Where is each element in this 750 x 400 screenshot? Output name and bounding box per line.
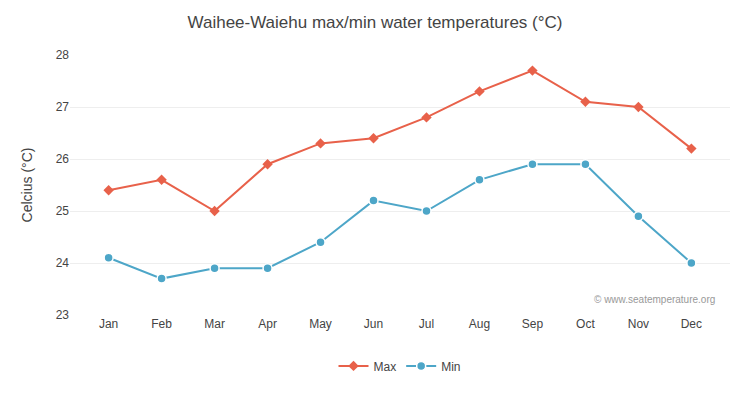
svg-text:Jan: Jan bbox=[99, 317, 118, 331]
svg-text:Mar: Mar bbox=[204, 317, 225, 331]
svg-text:27: 27 bbox=[56, 100, 70, 114]
svg-text:Waihee-Waiehu max/min water te: Waihee-Waiehu max/min water temperatures… bbox=[188, 13, 563, 32]
svg-text:Jul: Jul bbox=[419, 317, 434, 331]
svg-text:© www.seatemperature.org: © www.seatemperature.org bbox=[594, 294, 715, 305]
svg-text:28: 28 bbox=[56, 48, 70, 62]
svg-text:Nov: Nov bbox=[628, 317, 649, 331]
svg-text:Dec: Dec bbox=[681, 317, 702, 331]
svg-text:23: 23 bbox=[56, 308, 70, 322]
svg-text:Feb: Feb bbox=[151, 317, 172, 331]
svg-text:Aug: Aug bbox=[469, 317, 490, 331]
svg-text:Max: Max bbox=[374, 360, 397, 374]
svg-text:25: 25 bbox=[56, 204, 70, 218]
svg-text:Jun: Jun bbox=[364, 317, 383, 331]
svg-text:May: May bbox=[309, 317, 332, 331]
svg-text:Min: Min bbox=[441, 360, 460, 374]
svg-text:Oct: Oct bbox=[576, 317, 595, 331]
svg-text:24: 24 bbox=[56, 256, 70, 270]
svg-text:Apr: Apr bbox=[258, 317, 277, 331]
svg-text:Sep: Sep bbox=[522, 317, 544, 331]
svg-text:26: 26 bbox=[56, 152, 70, 166]
svg-text:Celcius (°C): Celcius (°C) bbox=[19, 148, 35, 223]
